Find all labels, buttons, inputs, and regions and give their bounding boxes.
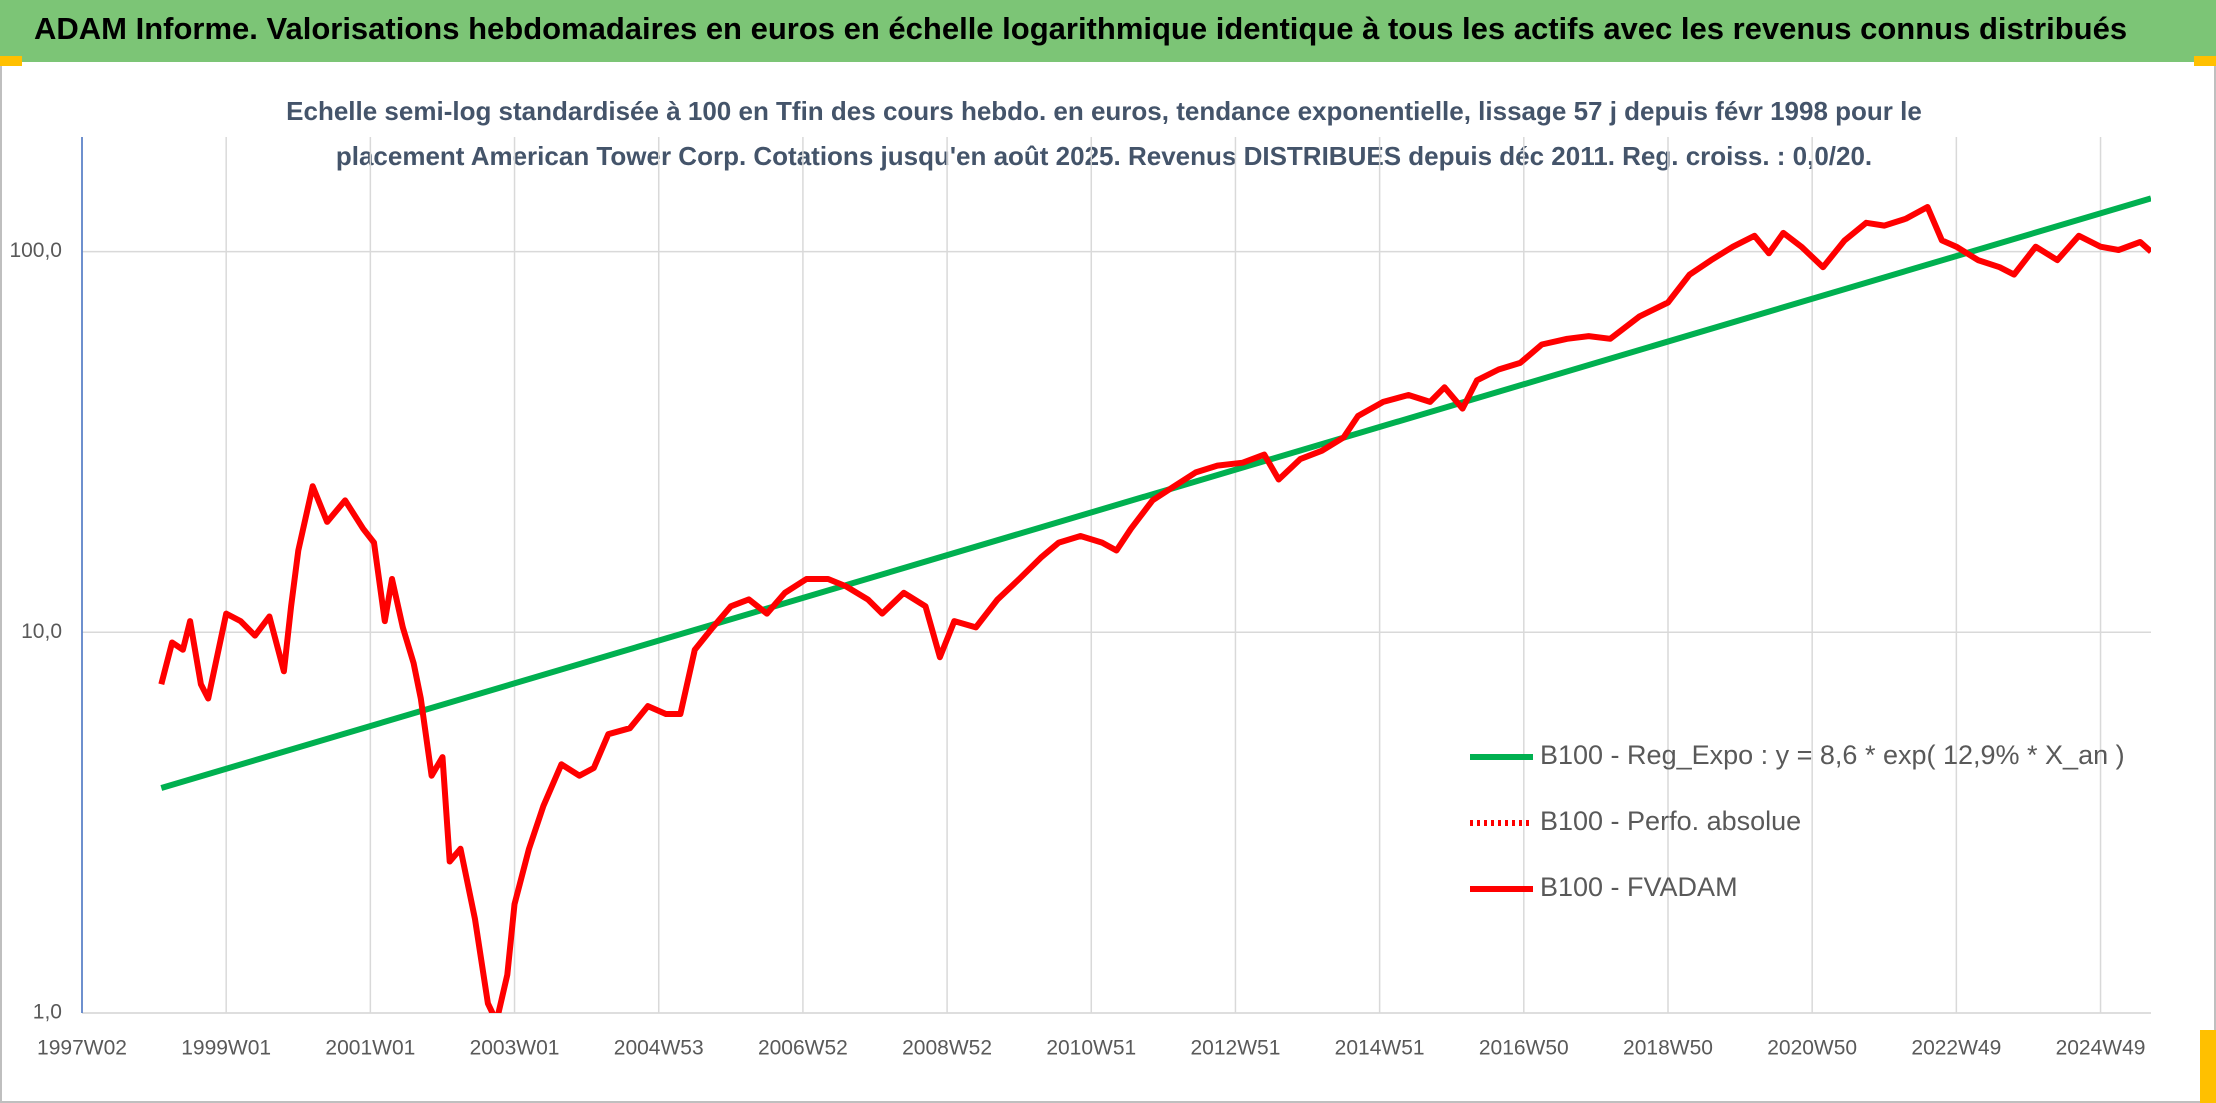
- x-tick-label: 1997W02: [37, 1037, 127, 1060]
- legend: B100 - Reg_Expo : y = 8,6 * exp( 12,9% *…: [1470, 740, 2125, 902]
- series-line: [158, 204, 2151, 1013]
- x-tick-label: 2006W52: [758, 1037, 848, 1060]
- x-tick-label: 2001W01: [325, 1037, 415, 1060]
- corner-mark: [2194, 56, 2216, 66]
- x-tick-label: 2008W52: [902, 1037, 992, 1060]
- x-tick-label: 2020W50: [1767, 1037, 1857, 1060]
- series-line: [160, 195, 2151, 791]
- title-banner: [0, 0, 2216, 62]
- chart-subtitle: Echelle semi-log standardisée à 100 en T…: [286, 96, 1922, 126]
- x-tick-label: 1999W01: [181, 1037, 271, 1060]
- plot-area: [158, 195, 2151, 1013]
- y-tick-label: 10,0: [21, 620, 62, 643]
- corner-mark: [0, 56, 22, 66]
- chart-subtitle: placement American Tower Corp. Cotations…: [336, 141, 1872, 171]
- x-tick-label: 2010W51: [1046, 1037, 1136, 1060]
- legend-label: B100 - Perfo. absolue: [1540, 806, 1801, 836]
- x-tick-label: 2022W49: [1911, 1037, 2001, 1060]
- x-tick-label: 2018W50: [1623, 1037, 1713, 1060]
- legend-label: B100 - FVADAM: [1540, 872, 1738, 902]
- x-tick-label: 2003W01: [470, 1037, 560, 1060]
- x-tick-label: 2016W50: [1479, 1037, 1569, 1060]
- legend-label: B100 - Reg_Expo : y = 8,6 * exp( 12,9% *…: [1540, 740, 2125, 770]
- y-tick-label: 1,0: [33, 1001, 62, 1024]
- y-tick-label: 100,0: [9, 239, 62, 262]
- x-tick-label: 2014W51: [1335, 1037, 1425, 1060]
- x-tick-label: 2024W49: [2056, 1037, 2146, 1060]
- corner-mark: [2200, 1030, 2216, 1103]
- x-tick-label: 2004W53: [614, 1037, 704, 1060]
- x-tick-label: 2012W51: [1190, 1037, 1280, 1060]
- chart-title: ADAM Informe. Valorisations hebdomadaire…: [34, 11, 2127, 46]
